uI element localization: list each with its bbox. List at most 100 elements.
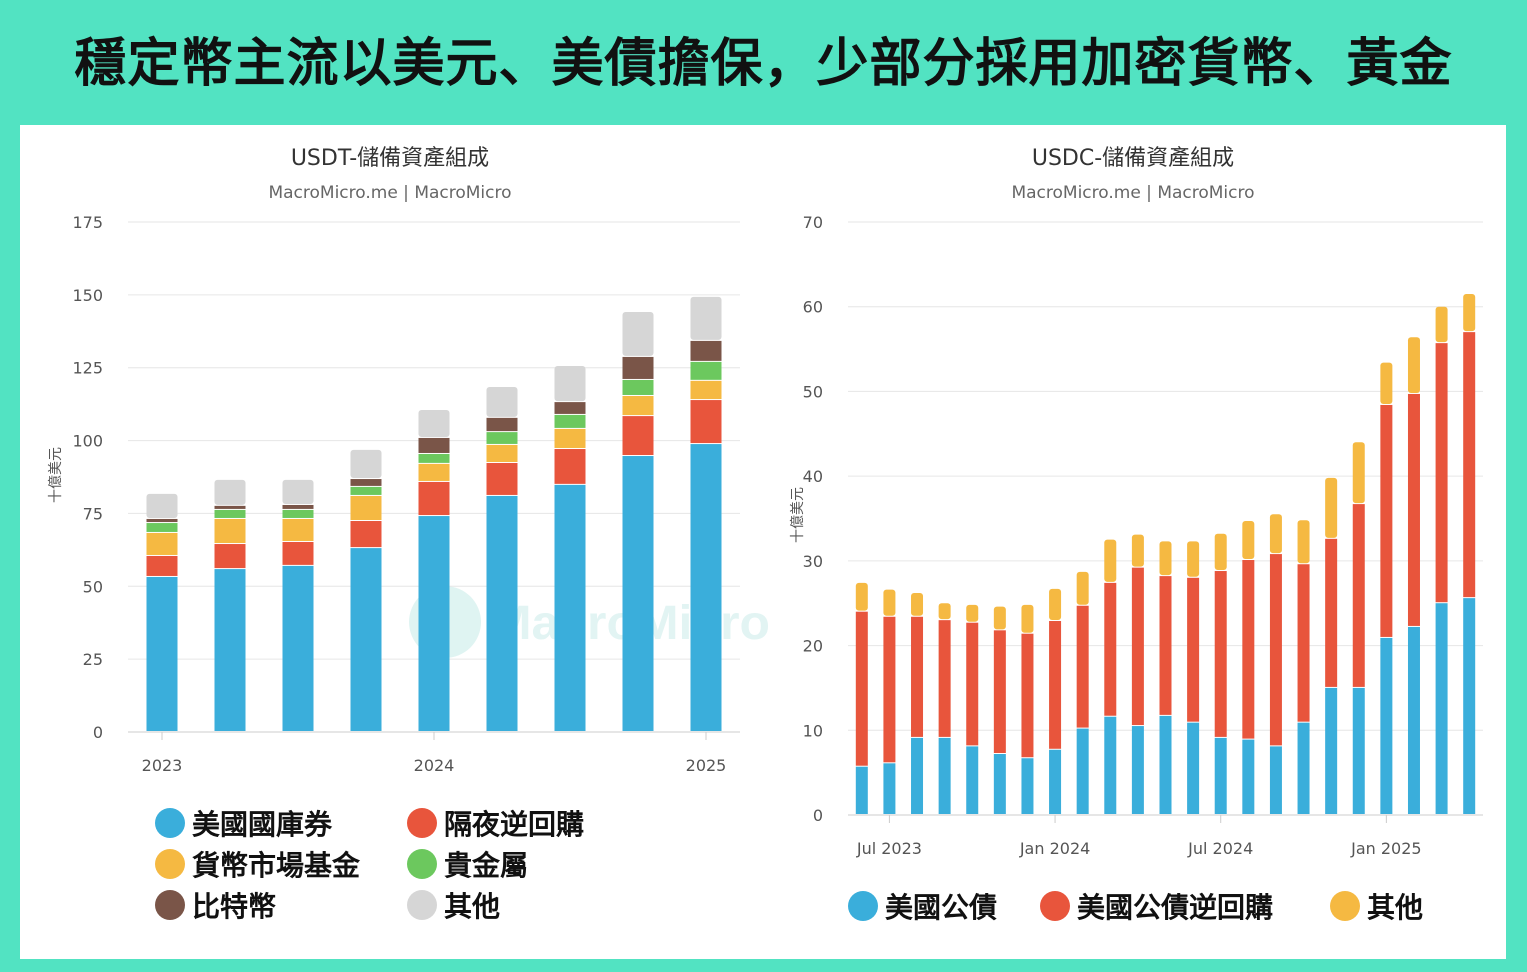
bar-segment — [938, 737, 951, 814]
x-tick-label: Jul 2023 — [856, 839, 922, 858]
bar-segment — [1159, 576, 1172, 715]
y-axis-label: 十億美元 — [790, 487, 806, 543]
bar-segment — [1187, 722, 1200, 814]
chart-title: USDT-儲備資產組成 — [291, 146, 489, 171]
legend-label: 美國國庫券 — [192, 808, 333, 841]
bar-segment — [1242, 560, 1255, 739]
bar-segment — [993, 754, 1006, 814]
y-tick-label: 100 — [72, 432, 103, 451]
bar-segment — [1269, 514, 1282, 554]
y-tick-label: 150 — [72, 286, 103, 305]
legend-marker — [407, 849, 437, 879]
y-tick-label: 20 — [803, 637, 823, 656]
y-tick-label: 40 — [803, 467, 823, 486]
bar-segment — [486, 444, 518, 463]
bar-segment — [1187, 577, 1200, 722]
bar-segment — [1242, 521, 1255, 560]
bar-segment — [486, 432, 518, 444]
legend-label: 貨幣市場基金 — [192, 849, 361, 882]
bar-segment — [1021, 604, 1034, 633]
bar-segment — [486, 386, 518, 417]
bar-segment — [486, 463, 518, 495]
legend-label: 美國公債逆回購 — [1077, 891, 1273, 924]
bar-segment — [282, 504, 314, 509]
bar-segment — [282, 509, 314, 518]
bar-segment — [282, 479, 314, 504]
legend-marker — [155, 890, 185, 920]
bar-segment — [690, 340, 722, 361]
x-tick-label: 2025 — [686, 756, 727, 775]
bar-segment — [486, 417, 518, 432]
y-tick-label: 175 — [72, 213, 103, 232]
y-tick-label: 70 — [803, 213, 823, 232]
bar-segment — [1104, 582, 1117, 716]
bar-segment — [418, 463, 450, 481]
legend-marker — [155, 849, 185, 879]
bar-segment — [855, 611, 868, 766]
bar-segment — [883, 616, 896, 763]
bar-segment — [418, 516, 450, 731]
bar-segment — [1435, 306, 1448, 343]
bar-segment — [1214, 737, 1227, 814]
bar-segment — [214, 509, 246, 518]
bar-segment — [1297, 722, 1310, 814]
bar-segment — [350, 521, 382, 548]
bar-segment — [350, 479, 382, 486]
bar-segment — [911, 593, 924, 616]
bar-segment — [938, 603, 951, 620]
bar-segment — [146, 555, 178, 576]
bar-segment — [883, 589, 896, 616]
y-tick-label: 75 — [83, 504, 103, 523]
bar-segment — [1159, 541, 1172, 576]
bar-segment — [1076, 605, 1089, 728]
bar-segment — [418, 437, 450, 453]
bar-segment — [418, 481, 450, 516]
bar-segment — [554, 414, 586, 428]
bar-segment — [1214, 571, 1227, 737]
y-tick-label: 25 — [83, 650, 103, 669]
bar-segment — [993, 630, 1006, 754]
bar-segment — [1325, 687, 1338, 814]
bar-segment — [1380, 637, 1393, 814]
bar-segment — [1352, 687, 1365, 814]
bar-segment — [1076, 571, 1089, 605]
bar-segment — [282, 565, 314, 731]
bar-segment — [1269, 746, 1282, 814]
legend-label: 美國公債 — [885, 891, 997, 924]
bar-segment — [146, 523, 178, 532]
bar-segment — [214, 479, 246, 505]
x-tick-label: Jan 2024 — [1019, 839, 1090, 858]
x-tick-label: Jan 2025 — [1350, 839, 1421, 858]
bar-segment — [554, 449, 586, 484]
bar-segment — [1159, 715, 1172, 814]
bar-segment — [1269, 554, 1282, 746]
bar-segment — [554, 365, 586, 402]
bar-segment — [622, 395, 654, 416]
chart-subtitle: MacroMicro.me | MacroMicro — [1011, 183, 1254, 203]
bar-segment — [855, 582, 868, 611]
bar-segment — [1463, 598, 1476, 814]
bar-segment — [554, 428, 586, 449]
bar-segment — [622, 356, 654, 379]
bar-segment — [146, 493, 178, 518]
bar-segment — [966, 622, 979, 746]
bar-segment — [1407, 626, 1420, 814]
bar-segment — [855, 766, 868, 814]
legend-label: 其他 — [444, 890, 500, 923]
bar-segment — [214, 544, 246, 569]
bar-segment — [1380, 404, 1393, 637]
bar-segment — [911, 616, 924, 737]
bar-segment — [1104, 716, 1117, 814]
y-tick-label: 60 — [803, 298, 823, 317]
bar-segment — [214, 505, 246, 509]
bar-segment — [418, 409, 450, 437]
bar-segment — [350, 548, 382, 731]
bar-segment — [1021, 633, 1034, 758]
bar-segment — [554, 484, 586, 731]
bar-segment — [350, 449, 382, 479]
bar-segment — [1380, 362, 1393, 404]
legend-label: 其他 — [1367, 891, 1423, 924]
legend-label: 隔夜逆回購 — [444, 808, 584, 841]
bar-segment — [486, 495, 518, 731]
